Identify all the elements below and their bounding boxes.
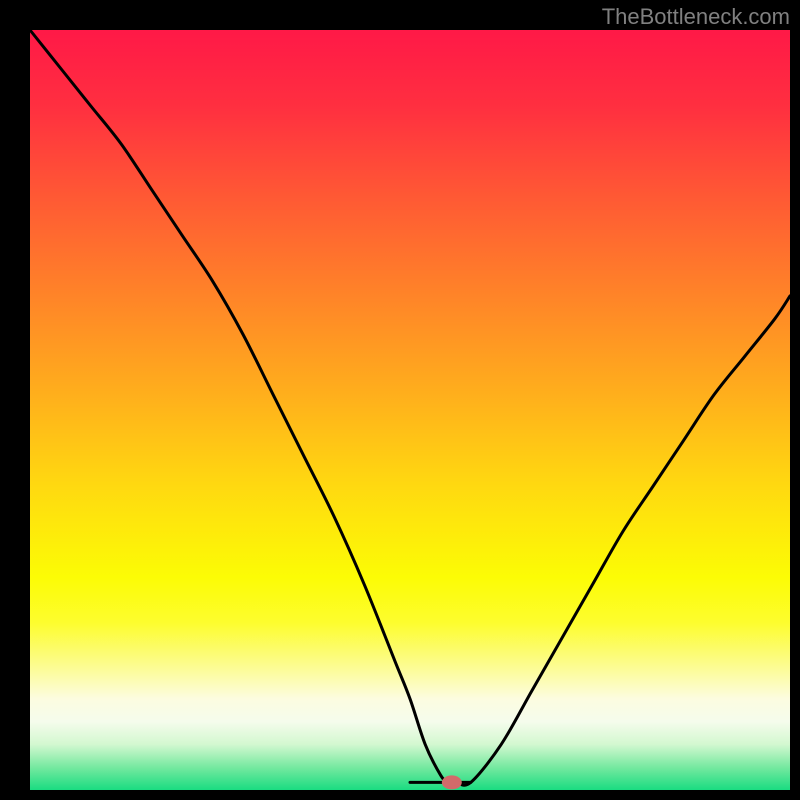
- plot-background: [30, 30, 790, 790]
- watermark-text: TheBottleneck.com: [602, 4, 790, 30]
- optimal-marker: [442, 775, 462, 789]
- bottleneck-chart: [0, 0, 800, 800]
